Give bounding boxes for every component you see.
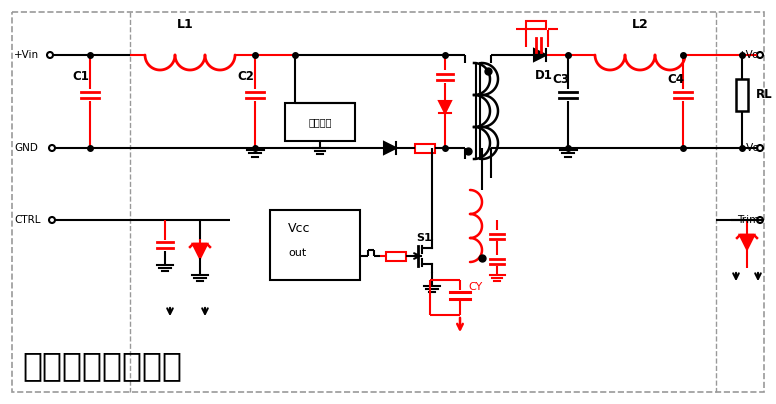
Text: L1: L1 [177, 18, 193, 31]
Text: -Vo: -Vo [743, 143, 759, 153]
Bar [285, 103, 355, 141]
Text: S1: S1 [416, 233, 431, 243]
Polygon shape [534, 49, 546, 61]
Polygon shape [384, 142, 396, 154]
Text: Trim: Trim [736, 215, 759, 225]
Text: CY: CY [468, 282, 482, 292]
Bar [526, 21, 546, 29]
Text: C3: C3 [552, 73, 569, 86]
Text: C2: C2 [237, 70, 254, 83]
Text: 产品内部简单电路: 产品内部简单电路 [22, 349, 182, 382]
Polygon shape [439, 101, 451, 113]
Text: D1: D1 [535, 69, 553, 82]
Text: C4: C4 [667, 73, 684, 86]
Text: out: out [288, 248, 307, 258]
Text: +Vin: +Vin [14, 50, 39, 60]
Bar [386, 252, 406, 261]
Text: GND: GND [14, 143, 38, 153]
Text: 启动电路: 启动电路 [308, 117, 332, 127]
Text: CTRL: CTRL [14, 215, 40, 225]
Text: Vcc: Vcc [288, 222, 310, 235]
Text: +Vo: +Vo [738, 50, 759, 60]
Polygon shape [740, 235, 754, 249]
Text: L2: L2 [632, 18, 649, 31]
Polygon shape [193, 244, 207, 258]
Bar [415, 143, 435, 152]
Bar [736, 79, 748, 111]
Text: RL: RL [756, 88, 773, 101]
Text: C1: C1 [72, 70, 89, 83]
Bar [270, 210, 360, 280]
